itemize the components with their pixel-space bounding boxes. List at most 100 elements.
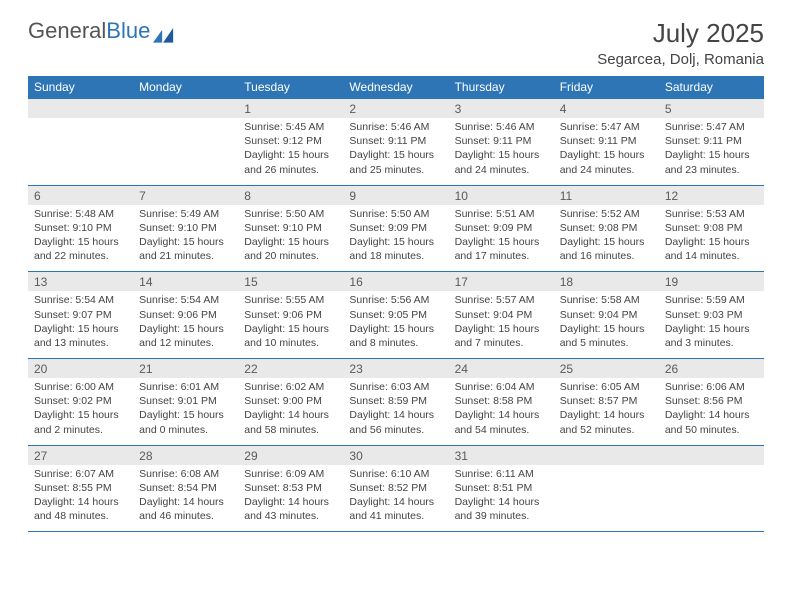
date-number-cell xyxy=(133,99,238,119)
date-number-row: 20212223242526 xyxy=(28,359,764,379)
sunrise-text: Sunrise: 5:52 AM xyxy=(560,207,653,221)
calendar-table: Sunday Monday Tuesday Wednesday Thursday… xyxy=(28,76,764,531)
day-data-cell: Sunrise: 5:51 AMSunset: 9:09 PMDaylight:… xyxy=(449,205,554,272)
weekday-header: Monday xyxy=(133,76,238,99)
daylight-text: Daylight: 14 hours and 43 minutes. xyxy=(244,495,337,523)
date-number-cell: 27 xyxy=(28,445,133,465)
day-data-cell: Sunrise: 5:58 AMSunset: 9:04 PMDaylight:… xyxy=(554,291,659,358)
date-number-cell: 28 xyxy=(133,445,238,465)
daylight-text: Daylight: 14 hours and 46 minutes. xyxy=(139,495,232,523)
sunset-text: Sunset: 9:11 PM xyxy=(349,134,442,148)
day-data-cell: Sunrise: 6:01 AMSunset: 9:01 PMDaylight:… xyxy=(133,378,238,445)
sunrise-text: Sunrise: 5:53 AM xyxy=(665,207,758,221)
month-title: July 2025 xyxy=(597,18,764,49)
date-number-cell: 11 xyxy=(554,185,659,205)
date-number-cell xyxy=(28,99,133,119)
sunrise-text: Sunrise: 6:11 AM xyxy=(455,467,548,481)
date-number-cell: 15 xyxy=(238,272,343,292)
date-number-cell: 30 xyxy=(343,445,448,465)
date-number-cell: 9 xyxy=(343,185,448,205)
sunrise-text: Sunrise: 6:09 AM xyxy=(244,467,337,481)
sunrise-text: Sunrise: 5:46 AM xyxy=(349,120,442,134)
date-number-cell: 24 xyxy=(449,359,554,379)
weekday-header: Friday xyxy=(554,76,659,99)
date-number-cell: 26 xyxy=(659,359,764,379)
sunset-text: Sunset: 8:54 PM xyxy=(139,481,232,495)
sunset-text: Sunset: 9:09 PM xyxy=(349,221,442,235)
day-data-cell xyxy=(554,465,659,532)
daylight-text: Daylight: 15 hours and 14 minutes. xyxy=(665,235,758,263)
daylight-text: Daylight: 15 hours and 0 minutes. xyxy=(139,408,232,436)
weekday-header: Thursday xyxy=(449,76,554,99)
sunset-text: Sunset: 8:56 PM xyxy=(665,394,758,408)
day-data-cell: Sunrise: 6:00 AMSunset: 9:02 PMDaylight:… xyxy=(28,378,133,445)
day-data-cell: Sunrise: 5:57 AMSunset: 9:04 PMDaylight:… xyxy=(449,291,554,358)
day-data-cell: Sunrise: 6:09 AMSunset: 8:53 PMDaylight:… xyxy=(238,465,343,532)
daylight-text: Daylight: 14 hours and 48 minutes. xyxy=(34,495,127,523)
brand-part1: General xyxy=(28,18,106,44)
daylight-text: Daylight: 15 hours and 18 minutes. xyxy=(349,235,442,263)
sunset-text: Sunset: 8:57 PM xyxy=(560,394,653,408)
day-data-cell: Sunrise: 5:47 AMSunset: 9:11 PMDaylight:… xyxy=(554,118,659,185)
weekday-header: Wednesday xyxy=(343,76,448,99)
date-number-cell: 31 xyxy=(449,445,554,465)
date-number-cell: 20 xyxy=(28,359,133,379)
date-number-cell: 4 xyxy=(554,99,659,119)
sunrise-text: Sunrise: 5:50 AM xyxy=(244,207,337,221)
day-data-row: Sunrise: 5:45 AMSunset: 9:12 PMDaylight:… xyxy=(28,118,764,185)
sunset-text: Sunset: 9:11 PM xyxy=(455,134,548,148)
date-number-row: 2728293031 xyxy=(28,445,764,465)
date-number-row: 6789101112 xyxy=(28,185,764,205)
day-data-cell: Sunrise: 5:46 AMSunset: 9:11 PMDaylight:… xyxy=(343,118,448,185)
day-data-cell: Sunrise: 5:59 AMSunset: 9:03 PMDaylight:… xyxy=(659,291,764,358)
date-number-cell: 25 xyxy=(554,359,659,379)
day-data-cell: Sunrise: 5:54 AMSunset: 9:07 PMDaylight:… xyxy=(28,291,133,358)
date-number-cell: 3 xyxy=(449,99,554,119)
sunset-text: Sunset: 8:55 PM xyxy=(34,481,127,495)
logo-mark-icon xyxy=(153,23,175,39)
date-number-cell: 23 xyxy=(343,359,448,379)
sunset-text: Sunset: 9:07 PM xyxy=(34,308,127,322)
daylight-text: Daylight: 15 hours and 7 minutes. xyxy=(455,322,548,350)
date-number-cell: 29 xyxy=(238,445,343,465)
date-number-cell xyxy=(554,445,659,465)
sunset-text: Sunset: 9:02 PM xyxy=(34,394,127,408)
day-data-cell: Sunrise: 6:02 AMSunset: 9:00 PMDaylight:… xyxy=(238,378,343,445)
weekday-header-row: Sunday Monday Tuesday Wednesday Thursday… xyxy=(28,76,764,99)
sunrise-text: Sunrise: 6:07 AM xyxy=(34,467,127,481)
sunset-text: Sunset: 9:08 PM xyxy=(560,221,653,235)
day-data-cell: Sunrise: 5:55 AMSunset: 9:06 PMDaylight:… xyxy=(238,291,343,358)
daylight-text: Daylight: 15 hours and 12 minutes. xyxy=(139,322,232,350)
sunrise-text: Sunrise: 5:59 AM xyxy=(665,293,758,307)
date-number-cell xyxy=(659,445,764,465)
sunrise-text: Sunrise: 5:50 AM xyxy=(349,207,442,221)
daylight-text: Daylight: 14 hours and 50 minutes. xyxy=(665,408,758,436)
daylight-text: Daylight: 15 hours and 2 minutes. xyxy=(34,408,127,436)
day-data-cell: Sunrise: 5:46 AMSunset: 9:11 PMDaylight:… xyxy=(449,118,554,185)
daylight-text: Daylight: 15 hours and 3 minutes. xyxy=(665,322,758,350)
sunrise-text: Sunrise: 5:48 AM xyxy=(34,207,127,221)
date-number-cell: 13 xyxy=(28,272,133,292)
sunrise-text: Sunrise: 5:58 AM xyxy=(560,293,653,307)
sunrise-text: Sunrise: 6:08 AM xyxy=(139,467,232,481)
daylight-text: Daylight: 15 hours and 8 minutes. xyxy=(349,322,442,350)
sunrise-text: Sunrise: 5:47 AM xyxy=(560,120,653,134)
sunrise-text: Sunrise: 6:01 AM xyxy=(139,380,232,394)
date-number-row: 12345 xyxy=(28,99,764,119)
daylight-text: Daylight: 15 hours and 24 minutes. xyxy=(455,148,548,176)
date-number-cell: 21 xyxy=(133,359,238,379)
date-number-cell: 22 xyxy=(238,359,343,379)
day-data-cell: Sunrise: 5:56 AMSunset: 9:05 PMDaylight:… xyxy=(343,291,448,358)
date-number-cell: 17 xyxy=(449,272,554,292)
weekday-header: Sunday xyxy=(28,76,133,99)
day-data-cell: Sunrise: 5:45 AMSunset: 9:12 PMDaylight:… xyxy=(238,118,343,185)
sunrise-text: Sunrise: 6:03 AM xyxy=(349,380,442,394)
daylight-text: Daylight: 15 hours and 17 minutes. xyxy=(455,235,548,263)
sunset-text: Sunset: 9:10 PM xyxy=(244,221,337,235)
sunrise-text: Sunrise: 5:46 AM xyxy=(455,120,548,134)
sunrise-text: Sunrise: 5:47 AM xyxy=(665,120,758,134)
sunrise-text: Sunrise: 5:56 AM xyxy=(349,293,442,307)
sunset-text: Sunset: 9:09 PM xyxy=(455,221,548,235)
sunset-text: Sunset: 8:59 PM xyxy=(349,394,442,408)
day-data-cell: Sunrise: 6:08 AMSunset: 8:54 PMDaylight:… xyxy=(133,465,238,532)
